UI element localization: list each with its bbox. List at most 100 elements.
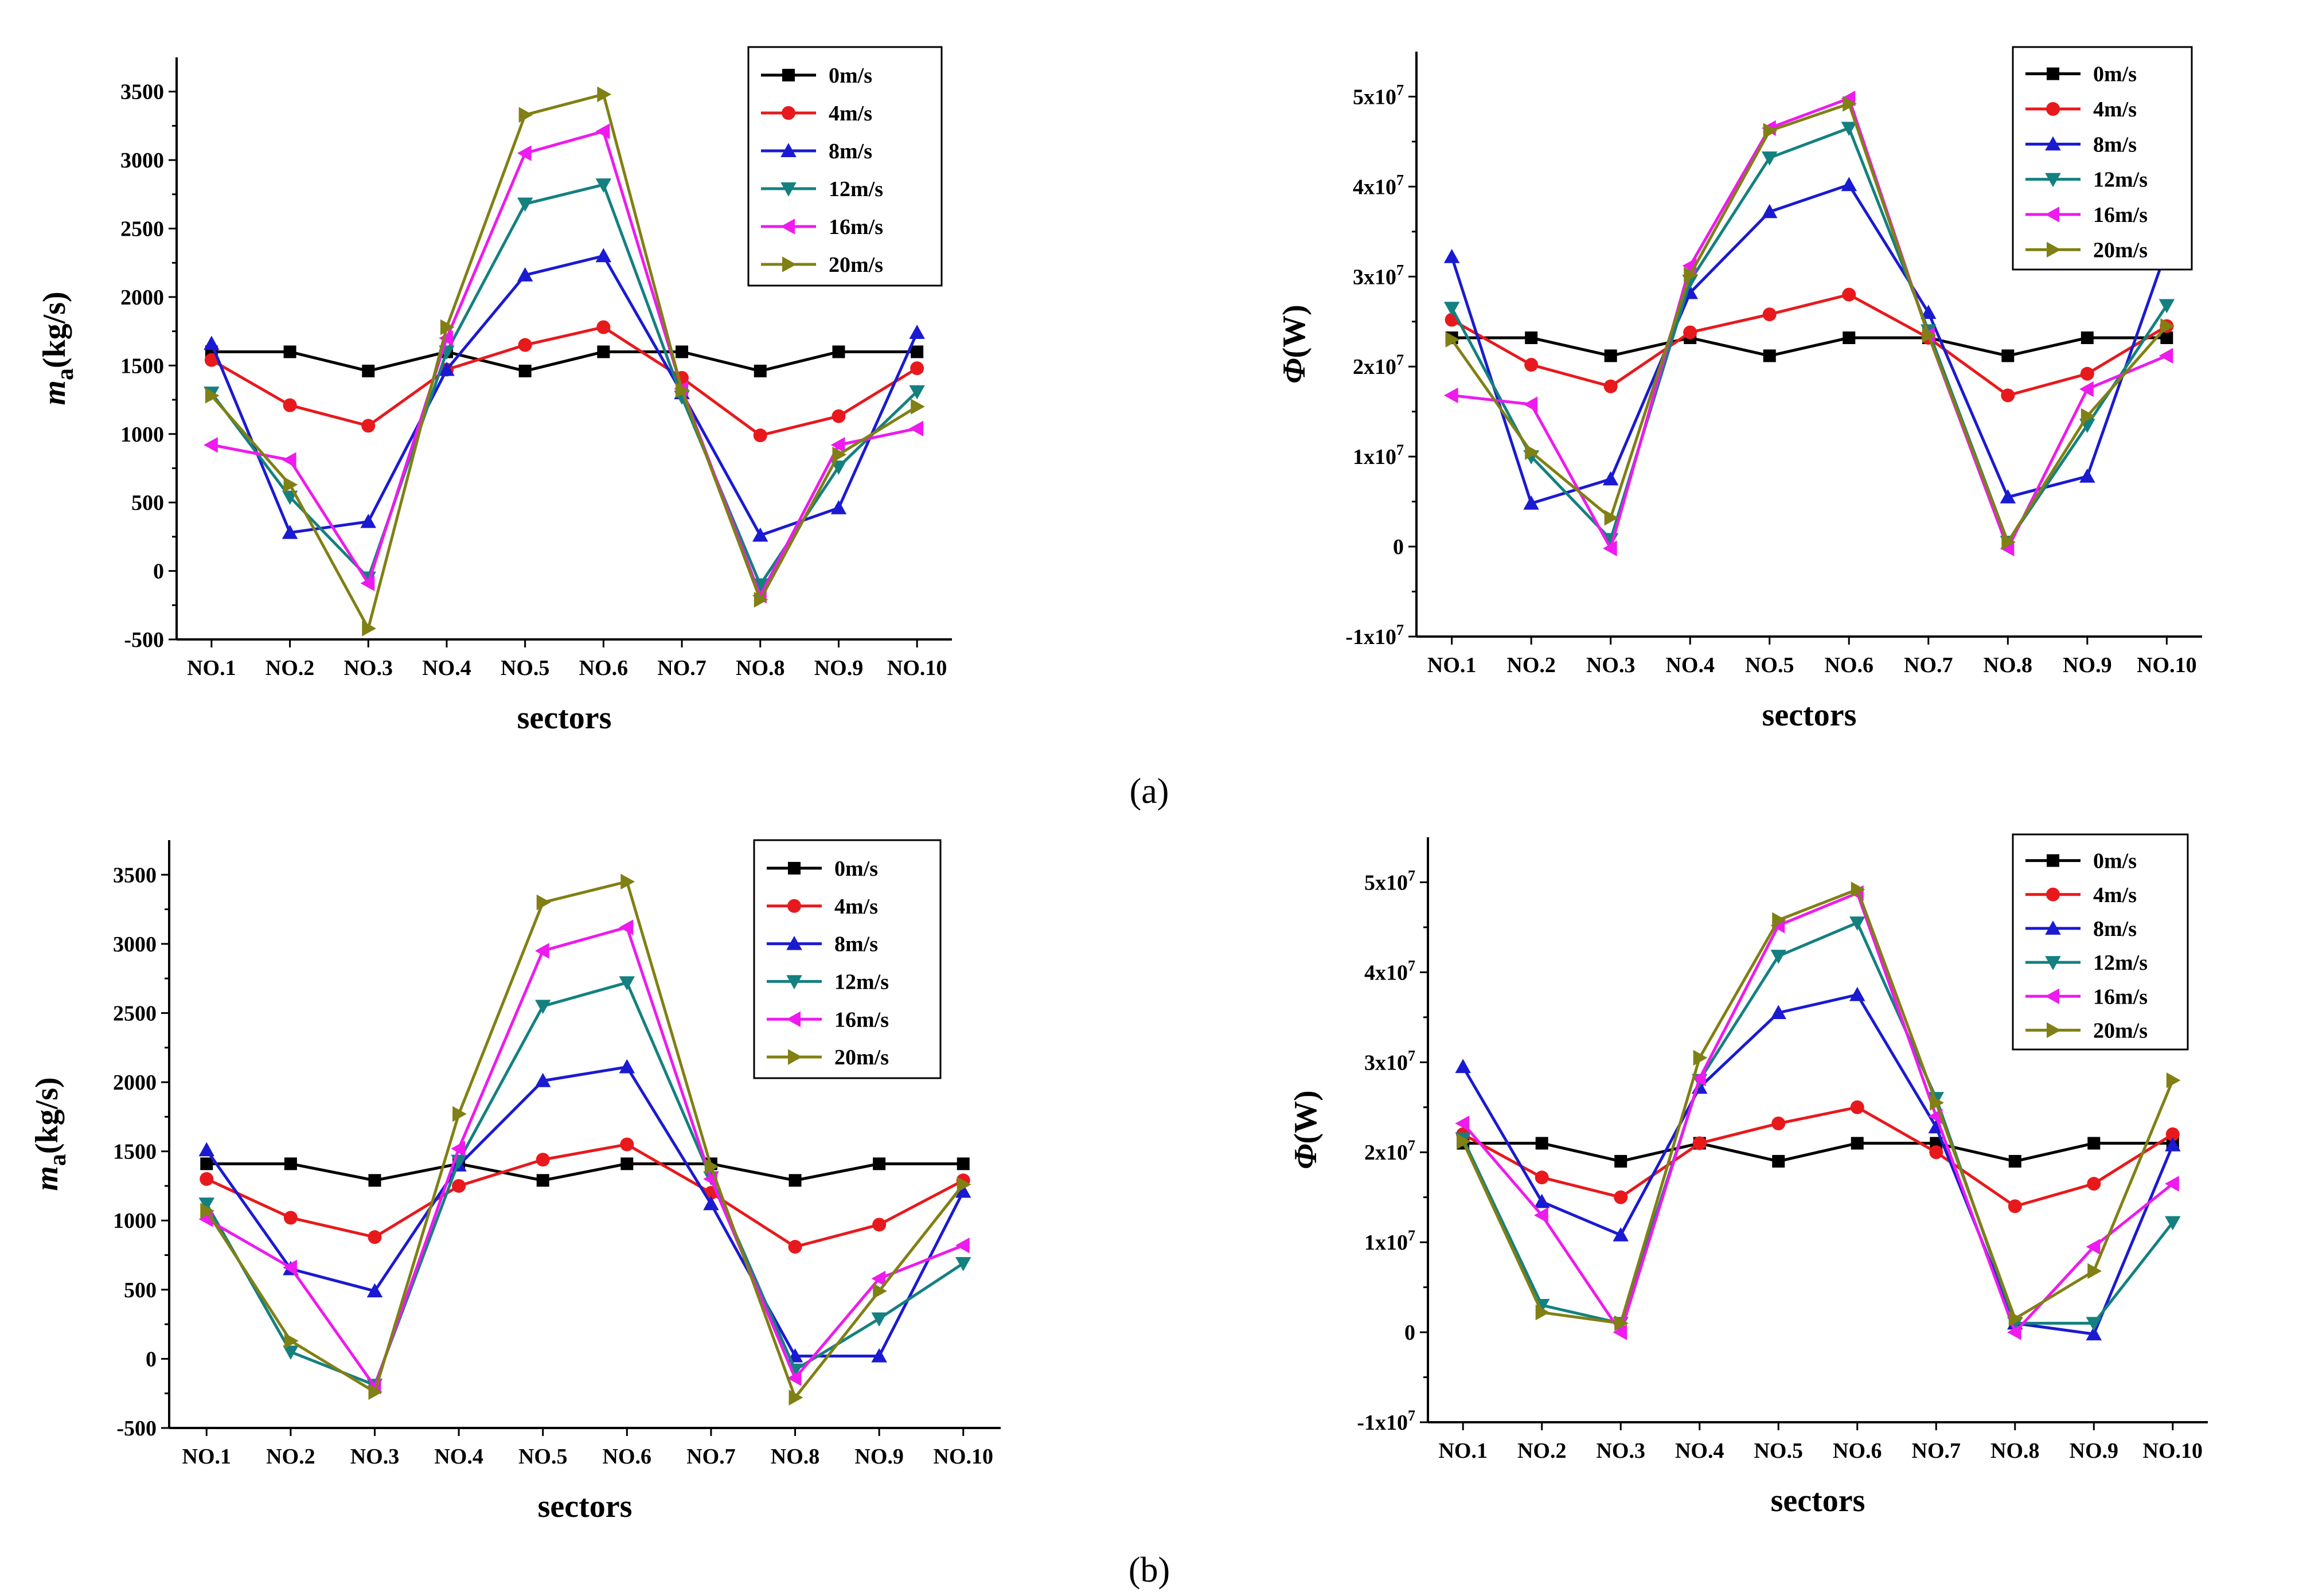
x-tick-label: NO.3 <box>1596 1439 1645 1463</box>
y-axis-label: ma(kg/s) <box>29 1077 71 1191</box>
data-point-20m/s <box>1843 96 1857 112</box>
data-point-16m/s <box>2165 1176 2179 1192</box>
legend-marker <box>2045 988 2059 1004</box>
data-point-12m/s <box>1841 122 1857 136</box>
x-tick-label: NO.6 <box>579 656 629 680</box>
data-point-0m/s <box>536 1174 549 1187</box>
legend-label: 4m/s <box>834 895 878 919</box>
data-point-0m/s <box>284 1157 297 1170</box>
legend-box <box>2012 833 2189 1051</box>
x-tick-label: NO.5 <box>1745 653 1794 677</box>
caption-b: (b) <box>1129 1551 1170 1590</box>
legend-label: 20m/s <box>2093 1019 2148 1043</box>
y-tick-label: 3000 <box>120 149 164 173</box>
legend-marker <box>787 899 801 913</box>
data-point-4m/s <box>596 320 611 334</box>
legend-marker <box>2047 241 2061 258</box>
legend-label: 4m/s <box>2093 883 2137 907</box>
series-line-8m/s <box>210 254 919 537</box>
data-point-20m/s <box>368 1384 383 1400</box>
x-tick-label: NO.5 <box>1754 1439 1803 1463</box>
y-tick-label: 2500 <box>113 1001 157 1025</box>
data-point-16m/s <box>955 1237 970 1254</box>
data-point-4m/s <box>1929 1145 1943 1160</box>
data-point-0m/s <box>1604 349 1617 362</box>
series-line-16m/s <box>206 926 964 1388</box>
x-tick-label: NO.9 <box>2063 653 2112 677</box>
data-point-8m/s <box>703 1196 719 1211</box>
legend-label: 20m/s <box>2093 238 2148 262</box>
chart-b-heat-flux: -1x107 0 1x107 2x107 3x107 4x107 5x107 NO.1 NO.2… <box>1288 833 2208 1519</box>
y-tick-label: 0 <box>1393 535 1404 559</box>
data-point-4m/s <box>518 338 532 352</box>
y-tick-label: 0 <box>1404 1321 1415 1345</box>
data-point-4m/s <box>452 1179 466 1193</box>
data-point-20m/s <box>1604 510 1619 526</box>
data-point-8m/s <box>366 1283 383 1298</box>
legend-marker <box>2045 173 2061 188</box>
y-tick-label: 1500 <box>113 1140 157 1164</box>
data-point-12m/s <box>517 197 533 212</box>
legend-label: 12m/s <box>829 177 883 201</box>
x-tick-label: NO.1 <box>187 656 236 680</box>
chart-a-heat-flux: -1x107 0 1x107 2x107 3x107 4x107 5x107 NO.1 NO.2… <box>1277 46 2202 733</box>
y-tick-label: 1x107 <box>1364 1227 1415 1255</box>
series-line-0m/s <box>211 350 918 373</box>
caption-a: (a) <box>1130 772 1169 811</box>
data-point-20m/s <box>1922 327 1937 344</box>
y-tick-label: 2x107 <box>1364 1137 1415 1165</box>
y-tick-label: 0 <box>153 560 164 584</box>
data-point-20m/s <box>704 1158 719 1174</box>
y-axis-label: Φ(W) <box>1277 305 1312 383</box>
data-point-0m/s <box>1525 331 1538 345</box>
data-point-0m/s <box>2001 349 2015 362</box>
series-line-0m/s <box>206 1162 963 1182</box>
y-tick-label: 5x107 <box>1364 867 1415 895</box>
data-point-4m/s <box>788 1240 802 1254</box>
y-tick-label: 4x107 <box>1364 957 1415 985</box>
data-point-16m/s <box>619 919 634 935</box>
data-point-0m/s <box>1614 1154 1627 1168</box>
data-point-0m/s <box>518 364 532 377</box>
data-point-0m/s <box>1772 1154 1785 1168</box>
legend-marker <box>2047 1022 2061 1039</box>
data-point-4m/s <box>910 361 924 376</box>
data-point-20m/s <box>200 1203 214 1219</box>
y-tick-label: 2000 <box>113 1071 157 1095</box>
legend-marker <box>2045 956 2061 970</box>
series-line-8m/s <box>1462 993 2175 1336</box>
legend-label: 0m/s <box>834 857 878 881</box>
data-point-4m/s <box>753 428 767 443</box>
data-point-4m/s <box>200 1172 214 1186</box>
data-point-0m/s <box>1535 1137 1548 1150</box>
data-point-20m/s <box>1525 444 1539 461</box>
series-line-16m/s <box>1462 891 2174 1334</box>
data-point-16m/s <box>451 1141 466 1157</box>
data-point-20m/s <box>2166 1072 2181 1088</box>
data-point-20m/s <box>1684 267 1698 283</box>
data-point-8m/s <box>752 527 768 542</box>
legend-marker <box>780 143 797 157</box>
series-line-0m/s <box>1463 1142 2173 1163</box>
data-point-0m/s <box>873 1157 886 1170</box>
data-point-16m/s <box>439 330 453 346</box>
data-point-20m/s <box>283 477 298 493</box>
data-point-20m/s <box>536 894 551 911</box>
y-tick-label: 1500 <box>120 354 164 378</box>
series-line-16m/s <box>1451 97 2168 550</box>
data-point-8m/s <box>1761 204 1778 218</box>
data-point-8m/s <box>1602 471 1619 486</box>
legend-box <box>2012 46 2193 271</box>
series-line-20m/s <box>1461 888 2175 1325</box>
data-point-0m/s <box>368 1174 381 1187</box>
data-point-16m/s <box>830 437 845 453</box>
data-point-8m/s <box>1613 1227 1629 1242</box>
data-point-12m/s <box>1761 151 1778 166</box>
data-point-4m/s <box>620 1137 634 1152</box>
data-point-16m/s <box>2086 1239 2101 1255</box>
data-point-20m/s <box>452 1106 467 1122</box>
data-point-4m/s <box>283 1211 298 1225</box>
data-point-12m/s <box>1770 950 1786 964</box>
data-point-8m/s <box>282 524 298 539</box>
data-point-20m/s <box>2008 1310 2023 1327</box>
